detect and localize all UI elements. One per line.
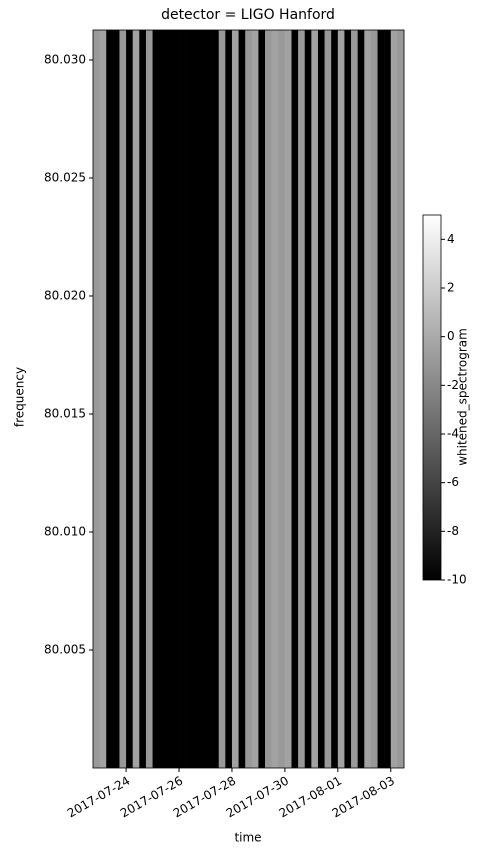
heatmap-column <box>166 30 173 768</box>
colorbar <box>423 215 441 580</box>
heatmap-column <box>153 30 160 768</box>
heatmap-column <box>159 30 166 768</box>
colorbar-tick-label: 0 <box>447 329 455 343</box>
heatmap-column <box>364 30 371 768</box>
heatmap-column <box>146 30 153 768</box>
heatmap-column <box>252 30 259 768</box>
heatmap-column <box>265 30 272 768</box>
heatmap-column <box>219 30 226 768</box>
heatmap-column <box>371 30 378 768</box>
heatmap-column <box>232 30 239 768</box>
heatmap-column <box>93 30 100 768</box>
heatmap-column <box>225 30 232 768</box>
heatmap-column <box>139 30 146 768</box>
heatmap-column <box>113 30 120 768</box>
colorbar-tick-label: 2 <box>447 281 455 295</box>
heatmap-column <box>239 30 246 768</box>
heatmap-column <box>126 30 133 768</box>
colorbar-tick-label: 4 <box>447 232 455 246</box>
heatmap-column <box>119 30 126 768</box>
heatmap-column <box>358 30 365 768</box>
heatmap-column <box>318 30 325 768</box>
colorbar-tick-label: -8 <box>447 524 459 538</box>
heatmap-column <box>344 30 351 768</box>
heatmap-column <box>305 30 312 768</box>
heatmap-column <box>285 30 292 768</box>
heatmap-column <box>397 30 404 768</box>
heatmap-column <box>378 30 385 768</box>
heatmap-column <box>133 30 140 768</box>
heatmap-column <box>278 30 285 768</box>
heatmap-column <box>338 30 345 768</box>
heatmap-column <box>100 30 107 768</box>
colorbar-tick-label: -6 <box>447 475 459 489</box>
heatmap-column <box>391 30 398 768</box>
heatmap-column <box>199 30 206 768</box>
heatmap-column <box>292 30 299 768</box>
heatmap-column <box>172 30 179 768</box>
heatmap-column <box>331 30 338 768</box>
x-axis-label: time <box>234 831 261 845</box>
heatmap-column <box>351 30 358 768</box>
colorbar-tick-label: -2 <box>447 378 459 392</box>
y-tick-label: 80.025 <box>44 170 86 184</box>
y-axis-label: frequency <box>13 367 27 427</box>
heatmap-column <box>245 30 252 768</box>
heatmap-column <box>186 30 193 768</box>
heatmap-column <box>179 30 186 768</box>
heatmap-column <box>212 30 219 768</box>
heatmap-column <box>272 30 279 768</box>
heatmap-column <box>311 30 318 768</box>
chart-title: detector = LIGO Hanford <box>161 7 335 23</box>
heatmap-column <box>384 30 391 768</box>
colorbar-label: whitened_spectrogram <box>456 328 470 466</box>
y-tick-label: 80.030 <box>44 52 86 66</box>
heatmap-column <box>106 30 113 768</box>
heatmap-column <box>298 30 305 768</box>
y-tick-label: 80.005 <box>44 642 86 656</box>
y-tick-label: 80.010 <box>44 524 86 538</box>
heatmap-column <box>258 30 265 768</box>
heatmap-column <box>192 30 199 768</box>
heatmap-column <box>205 30 212 768</box>
heatmap-column <box>325 30 332 768</box>
y-tick-label: 80.015 <box>44 406 86 420</box>
y-tick-label: 80.020 <box>44 288 86 302</box>
colorbar-tick-label: -10 <box>447 573 467 587</box>
colorbar-tick-label: -4 <box>447 427 459 441</box>
